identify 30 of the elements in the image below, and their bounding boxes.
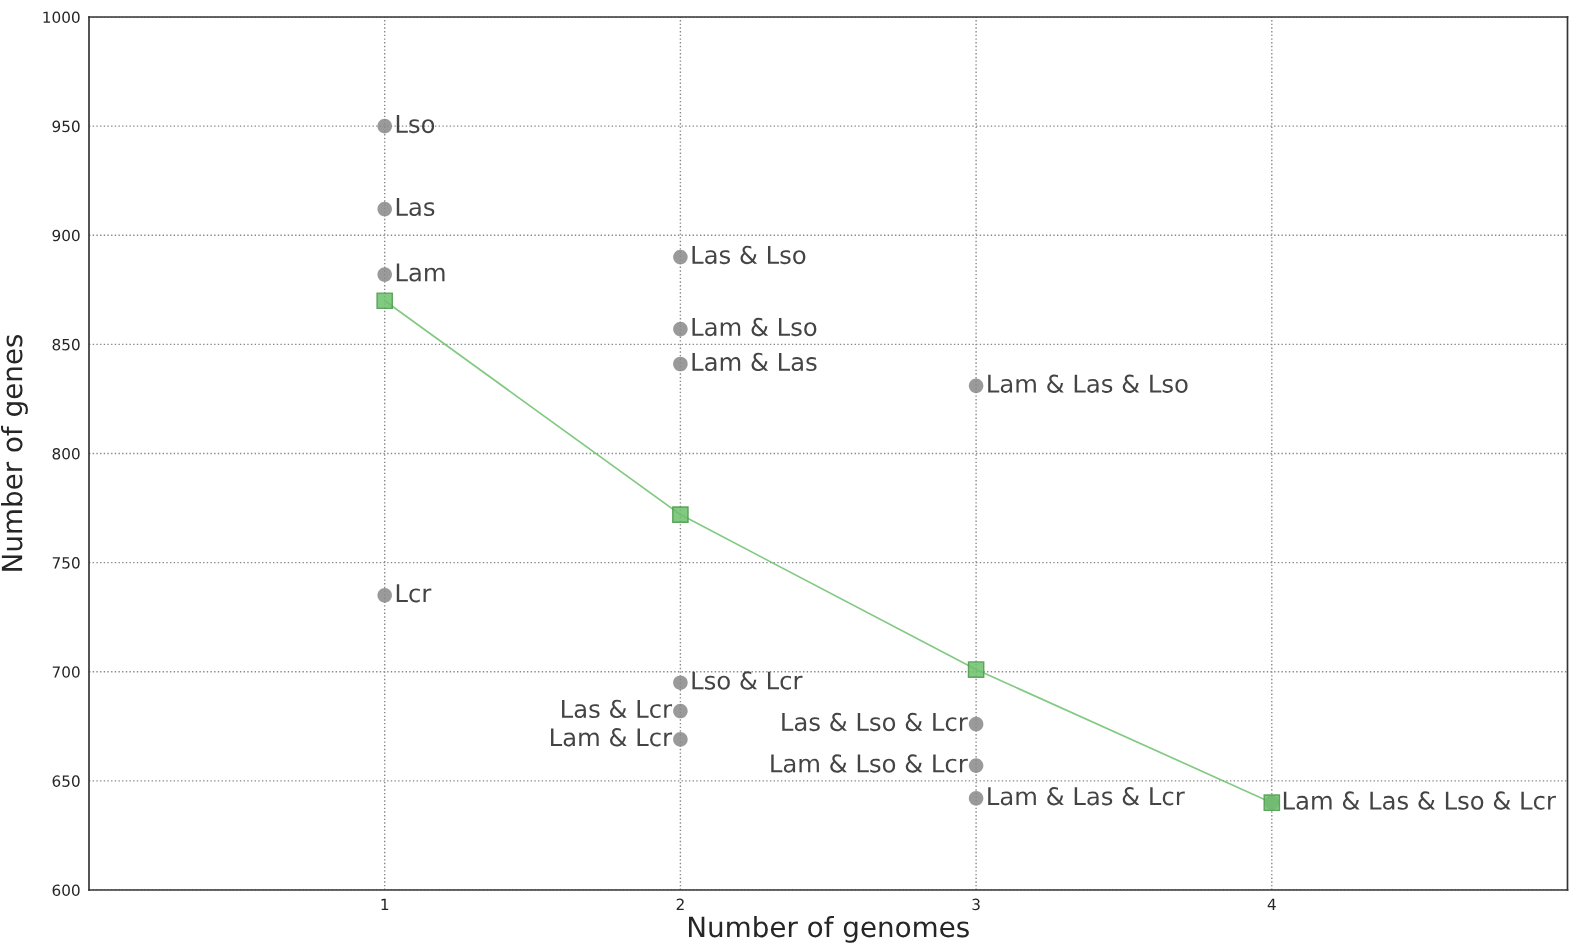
annotation: Lcr <box>396 584 432 603</box>
x-tick-label: 4 <box>1267 898 1276 910</box>
y-tick-label: 850 <box>52 338 80 351</box>
y-tick-label: 600 <box>52 884 80 897</box>
annotation: Lso <box>396 115 435 134</box>
annotation: Lam & Lso <box>692 317 817 337</box>
y-axis-title: Number of genes <box>1 334 28 571</box>
x-axis-title: Number of genomes <box>688 915 969 943</box>
y-tick-label: 700 <box>52 666 80 678</box>
x-tick-label: 1 <box>381 898 389 910</box>
y-tick-label: 800 <box>52 447 80 460</box>
annotation: Las & Lso & Lcr <box>782 712 968 732</box>
x-tick-label: 2 <box>676 898 684 910</box>
annotation: Lam & Lso & Lcr <box>771 754 968 773</box>
annotation: Lam & Las & Lcr <box>988 787 1185 806</box>
x-tick-label: 3 <box>972 898 980 911</box>
annotation: Lam & Las & Lso & Lcr <box>1283 791 1556 810</box>
y-tick-label: 1000 <box>43 11 80 24</box>
annotation: Lam & Las <box>692 352 817 372</box>
annotation: Lam & Lcr <box>551 728 673 747</box>
y-tick-label: 900 <box>52 229 80 242</box>
y-tick-label: 750 <box>52 557 80 569</box>
annotation: Las & Lcr <box>562 699 673 719</box>
y-tick-label: 950 <box>52 120 80 133</box>
annotation: Las <box>396 198 435 217</box>
y-tick-label: 650 <box>52 775 80 787</box>
annotation: Lso & Lcr <box>692 671 803 690</box>
annotation: Lam & Las & Lso <box>988 374 1188 393</box>
annotation: Las & Lso <box>692 245 806 265</box>
annotation: Lam <box>396 263 445 282</box>
